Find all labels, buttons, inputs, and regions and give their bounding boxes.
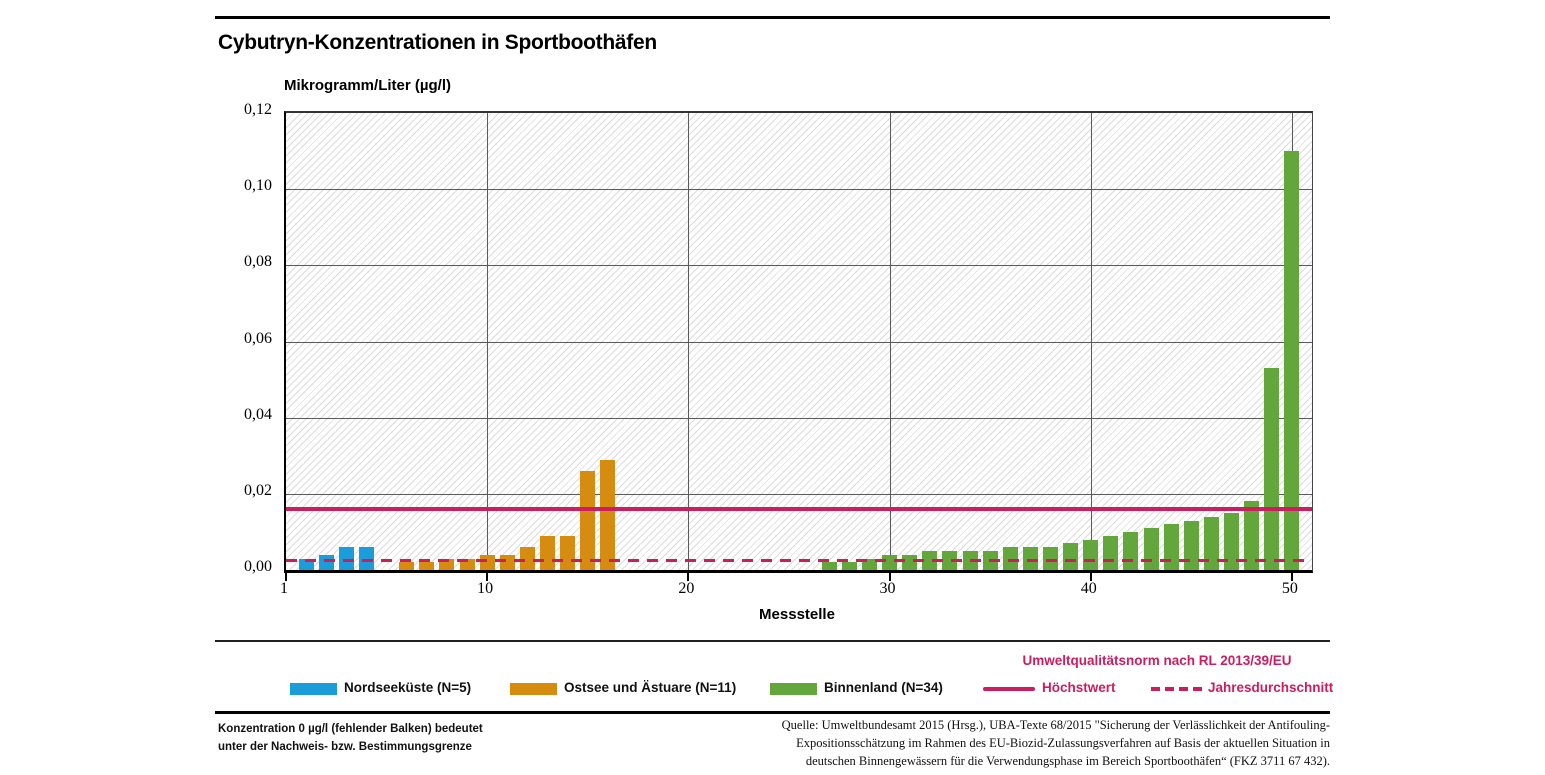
bar-messstelle-46: [1203, 516, 1219, 570]
bar-messstelle-28: [841, 562, 857, 570]
zero-value-note: Konzentration 0 µg/l (fehlender Balken) …: [218, 720, 483, 756]
y-tick-label: 0,06: [244, 329, 272, 347]
bar-messstelle-50: [1284, 151, 1300, 570]
bar-messstelle-41: [1103, 535, 1119, 570]
y-tick-label: 0,02: [244, 481, 272, 499]
gridline-vertical: [487, 113, 489, 570]
bar-messstelle-7: [419, 562, 435, 570]
x-axis-tick: [888, 573, 891, 581]
bar-messstelle-44: [1163, 524, 1179, 570]
source-attribution: Quelle: Umweltbundesamt 2015 (Hrsg.), UB…: [700, 716, 1330, 770]
x-tick-label: 30: [879, 580, 896, 597]
bar-messstelle-2: [318, 554, 334, 570]
bar-messstelle-8: [439, 558, 455, 570]
bar-messstelle-4: [358, 547, 374, 570]
gridline-horizontal: [286, 417, 1312, 419]
gridline-horizontal: [286, 265, 1312, 267]
bar-messstelle-16: [600, 459, 616, 570]
bar-messstelle-31: [902, 554, 918, 570]
x-axis-tick: [1089, 573, 1092, 581]
legend-swatch-ostsee: [510, 683, 557, 695]
x-tick-label: 1: [280, 580, 288, 597]
bar-messstelle-9: [459, 558, 475, 570]
bar-messstelle-43: [1143, 528, 1159, 570]
bar-messstelle-27: [821, 562, 837, 570]
bar-messstelle-12: [519, 547, 535, 570]
bar-messstelle-13: [540, 535, 556, 570]
x-axis-title: Messstelle: [759, 606, 835, 623]
plot-area: [284, 111, 1313, 581]
bar-messstelle-29: [861, 558, 877, 570]
bar-messstelle-37: [1022, 547, 1038, 570]
legend-line-jahresdurchschnitt: [1151, 687, 1203, 691]
legend-divider-rule: [215, 640, 1330, 642]
legend-swatch-nordseekueste: [290, 683, 337, 695]
bar-messstelle-39: [1063, 543, 1079, 570]
bar-messstelle-42: [1123, 531, 1139, 570]
source-line1: Quelle: Umweltbundesamt 2015 (Hrsg.), UB…: [781, 718, 1330, 732]
legend-swatch-binnenland: [770, 683, 817, 695]
legend-label-jahresdurchschnitt: Jahresdurchschnitt: [1208, 680, 1334, 695]
gridline-vertical: [889, 113, 891, 570]
y-tick-label: 0,12: [244, 101, 272, 118]
legend-label-binnenland: Binnenland (N=34): [824, 680, 943, 695]
zero-value-note-line1: Konzentration 0 µg/l (fehlender Balken) …: [218, 723, 483, 735]
bar-messstelle-30: [882, 554, 898, 570]
page-title: Cybutryn-Konzentrationen in Sportboothäf…: [218, 31, 657, 54]
bar-messstelle-14: [560, 535, 576, 570]
x-axis-tick: [1290, 573, 1293, 581]
bar-messstelle-40: [1083, 539, 1099, 570]
y-tick-label: 0,08: [244, 253, 272, 271]
gridline-horizontal: [286, 493, 1312, 495]
bar-messstelle-47: [1224, 512, 1240, 570]
bar-messstelle-48: [1244, 501, 1260, 570]
legend-line-hoechstwert: [983, 687, 1035, 691]
eqs-heading: Umweltqualitätsnorm nach RL 2013/39/EU: [1022, 653, 1292, 668]
y-tick-label: 0,00: [244, 558, 272, 575]
gridline-vertical: [1090, 113, 1092, 570]
legend-label-hoechstwert: Höchstwert: [1042, 680, 1116, 695]
footer-rule: [215, 711, 1330, 714]
x-tick-label: 40: [1080, 580, 1097, 597]
reference-line-jahresdurchschnitt: [286, 558, 1312, 562]
y-tick-label: 0,10: [244, 177, 272, 195]
bar-messstelle-49: [1264, 368, 1280, 570]
y-axis-title: Mikrogramm/Liter (µg/l): [284, 77, 451, 94]
source-line2: Expositionsschätzung im Rahmen des EU-Bi…: [796, 736, 1330, 750]
source-line3: deutschen Binnengewässern für die Verwen…: [805, 754, 1330, 768]
x-axis-tick: [687, 573, 690, 581]
gridline-vertical: [688, 113, 690, 570]
x-tick-label: 10: [477, 580, 494, 597]
x-tick-label: 20: [678, 580, 695, 597]
bar-messstelle-11: [499, 554, 515, 570]
bar-messstelle-6: [399, 562, 415, 570]
x-axis-tick: [486, 573, 489, 581]
bar-messstelle-1: [298, 558, 314, 570]
bar-messstelle-15: [580, 470, 596, 570]
bar-messstelle-3: [338, 547, 354, 570]
gridline-horizontal: [286, 189, 1312, 191]
x-axis-tick: [285, 573, 287, 581]
bar-messstelle-38: [1042, 547, 1058, 570]
header-rule: [215, 16, 1330, 19]
bar-messstelle-45: [1183, 520, 1199, 570]
gridline-horizontal: [286, 341, 1312, 343]
bar-messstelle-36: [1002, 547, 1018, 570]
y-tick-label: 0,04: [244, 405, 272, 423]
legend-label-ostsee: Ostsee und Ästuare (N=11): [564, 680, 737, 695]
bar-messstelle-10: [479, 554, 495, 570]
x-tick-label: 50: [1281, 580, 1298, 597]
zero-value-note-line2: unter der Nachweis- bzw. Bestimmungsgren…: [218, 741, 472, 753]
reference-line-hoechstwert: [286, 507, 1312, 512]
legend-label-nordseekueste: Nordseeküste (N=5): [344, 680, 472, 695]
